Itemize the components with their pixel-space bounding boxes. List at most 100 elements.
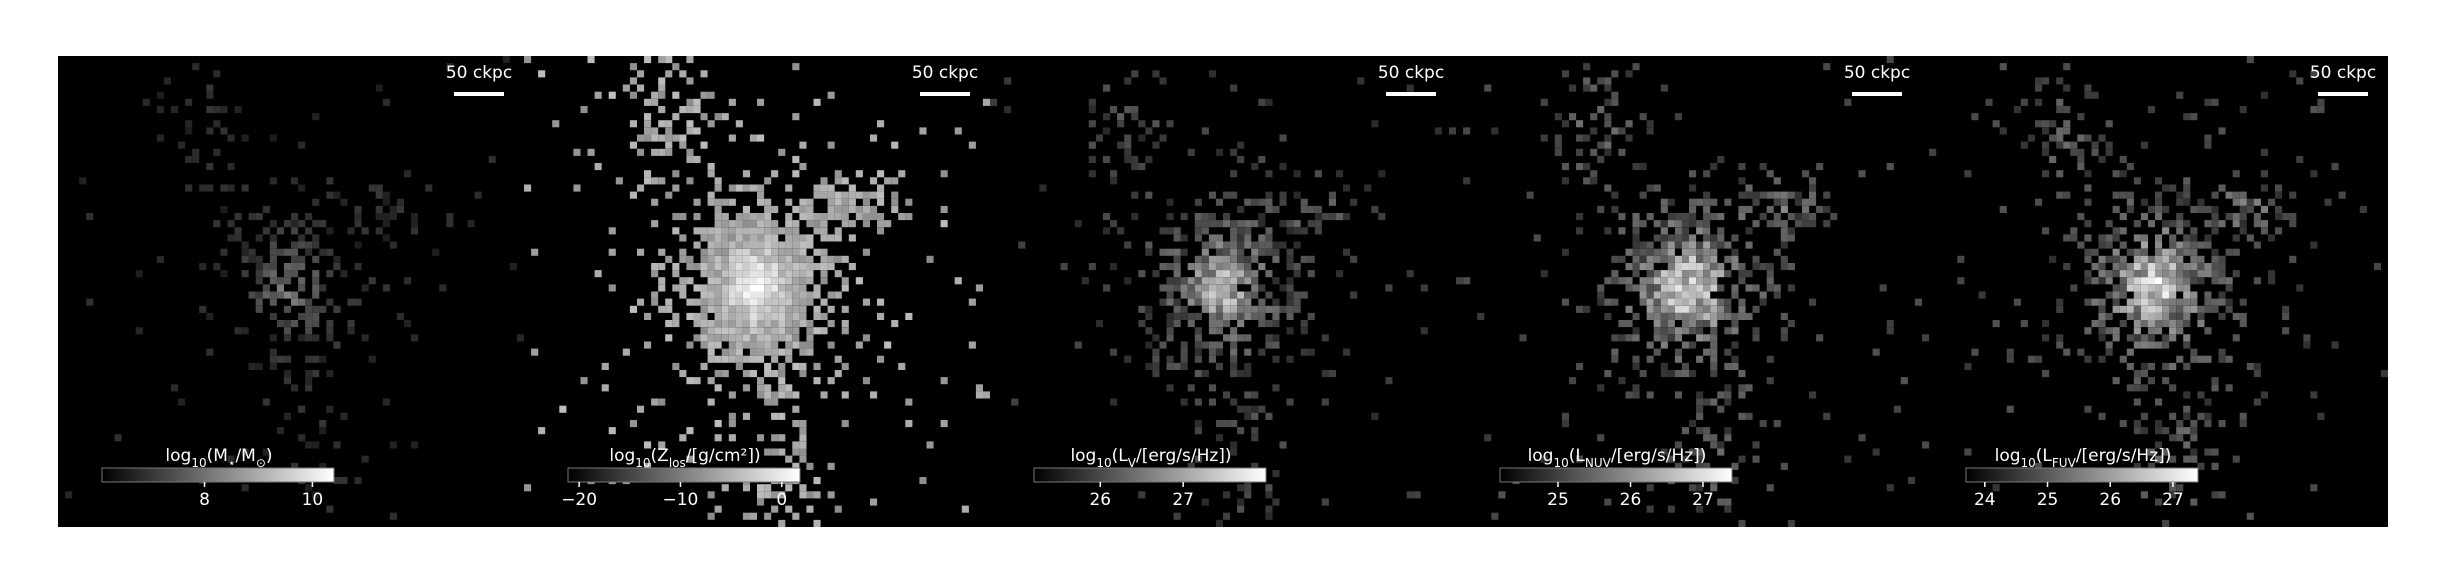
pixel — [2042, 227, 2050, 235]
pixel — [1173, 234, 1181, 242]
pixel — [792, 170, 800, 178]
pixel — [721, 370, 729, 378]
pixel — [728, 434, 736, 442]
pixel — [2077, 213, 2085, 221]
pixel — [1809, 213, 1817, 221]
pixel — [262, 205, 270, 213]
pixel — [820, 227, 828, 235]
pixel — [877, 170, 885, 178]
pixel — [862, 377, 870, 385]
pixel — [1173, 305, 1181, 313]
pixel — [2169, 491, 2177, 499]
pixel — [305, 213, 313, 221]
pixel — [2091, 320, 2099, 328]
pixel — [700, 234, 708, 242]
pixel — [1681, 362, 1689, 370]
pixel — [1681, 341, 1689, 349]
pixel — [326, 405, 334, 413]
pixel — [2246, 205, 2254, 213]
pixel — [382, 234, 390, 242]
pixel — [1646, 270, 1654, 278]
pixel — [1208, 312, 1216, 320]
pixel — [1710, 441, 1718, 449]
pixel — [834, 291, 842, 299]
pixel — [799, 484, 807, 492]
pixel — [2155, 205, 2163, 213]
pixel — [1194, 334, 1202, 342]
pixel — [735, 234, 743, 242]
pixel — [1258, 213, 1266, 221]
pixel — [326, 320, 334, 328]
pixel — [672, 113, 680, 121]
pixel — [276, 291, 284, 299]
pixel — [841, 305, 849, 313]
pixel — [735, 327, 743, 335]
pixel — [234, 106, 242, 114]
pixel — [1223, 241, 1231, 249]
pixel — [1237, 405, 1245, 413]
pixel — [714, 270, 722, 278]
pixel — [2176, 213, 2184, 221]
pixel — [524, 184, 532, 192]
pixel — [305, 441, 313, 449]
pixel — [1639, 163, 1647, 171]
pixel — [820, 234, 828, 242]
pixel — [799, 284, 807, 292]
pixel — [2253, 220, 2261, 228]
pixel — [813, 184, 821, 192]
pixel — [679, 70, 687, 78]
pixel — [749, 234, 757, 242]
pixel — [2232, 312, 2240, 320]
pixel — [361, 284, 369, 292]
pixel — [1561, 420, 1569, 428]
pixel — [1674, 312, 1682, 320]
pixel — [488, 155, 496, 163]
pixel — [2162, 220, 2170, 228]
pixel — [919, 477, 927, 485]
pixel — [2211, 248, 2219, 256]
pixel — [1653, 220, 1661, 228]
pixel — [1794, 198, 1802, 206]
pixel — [1653, 348, 1661, 356]
pixel — [665, 141, 673, 149]
pixel — [728, 348, 736, 356]
pixel — [771, 398, 779, 406]
pixel — [1646, 213, 1654, 221]
pixel — [1922, 441, 1930, 449]
pixel — [742, 213, 750, 221]
pixel — [1194, 420, 1202, 428]
pixel — [792, 305, 800, 313]
pixel — [2119, 213, 2127, 221]
pixel — [439, 284, 447, 292]
pixel — [2211, 462, 2219, 470]
pixel — [721, 284, 729, 292]
pixel — [199, 305, 207, 313]
pixel — [1696, 291, 1704, 299]
pixel — [2190, 248, 2198, 256]
pixel — [1759, 191, 1767, 199]
pixel — [1576, 134, 1584, 142]
pixel — [1173, 277, 1181, 285]
pixel — [855, 213, 863, 221]
pixel — [2239, 227, 2247, 235]
pixel — [1251, 284, 1259, 292]
pixel — [2183, 220, 2191, 228]
label-text: (L — [1569, 446, 1586, 466]
pixel — [1152, 141, 1160, 149]
pixel — [1717, 441, 1725, 449]
pixel — [2282, 213, 2290, 221]
pixel — [1088, 141, 1096, 149]
pixel — [785, 220, 793, 228]
pixel — [1110, 106, 1118, 114]
pixel — [827, 462, 835, 470]
pixel — [2042, 77, 2050, 85]
pixel — [700, 298, 708, 306]
pixel — [764, 348, 772, 356]
pixel — [1597, 284, 1605, 292]
pixel — [404, 170, 412, 178]
pixel — [806, 270, 814, 278]
pixel — [1674, 227, 1682, 235]
pixel — [2105, 255, 2113, 263]
pixel — [1724, 198, 1732, 206]
pixel — [524, 56, 532, 64]
